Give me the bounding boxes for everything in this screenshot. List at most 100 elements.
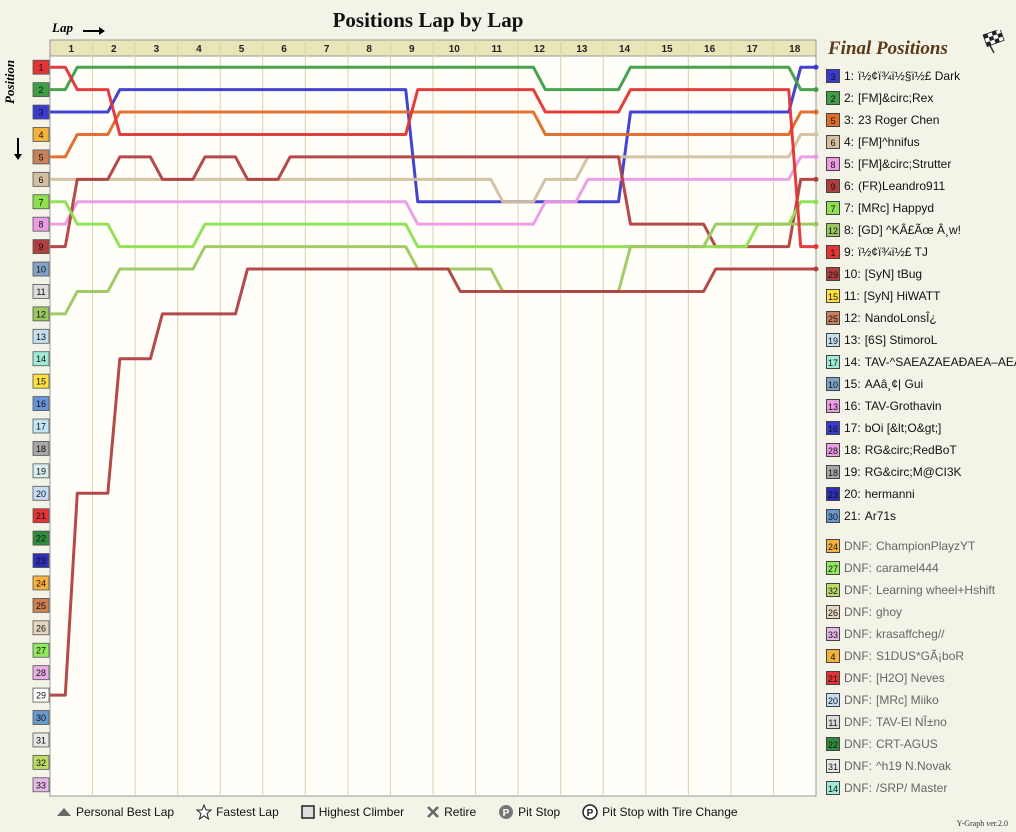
start-position-badge: 31 (826, 759, 840, 773)
position-badge (32, 665, 50, 681)
series-end-point (813, 244, 819, 250)
position-tick-label: 9 (38, 242, 43, 252)
position-badge (32, 732, 50, 748)
final-driver-name: ï½¢ï¾ï½§ï½£ Dark (858, 69, 961, 83)
position-badge (32, 328, 50, 344)
series-line (50, 155, 816, 249)
pit-stop-icon: P (499, 805, 514, 819)
position-badge (32, 149, 50, 165)
position-tick-label: 21 (36, 511, 46, 521)
start-position-badge: 11 (826, 715, 840, 729)
position-badge (32, 575, 50, 591)
start-position-badge: 3 (826, 69, 840, 83)
lap-tick-label: 6 (281, 44, 287, 55)
start-position-badge: 17 (826, 355, 840, 369)
position-tick-label: 31 (36, 735, 46, 745)
legend-climber-label: Highest Climber (318, 805, 405, 819)
start-position-badge: 26 (826, 605, 840, 619)
final-position-row: 18 19: RG&circ;M@CI3K (826, 463, 962, 481)
final-position-row: 3 1: ï½¢ï¾ï½§ï½£ Dark (826, 67, 960, 85)
series-end-point (813, 154, 819, 160)
lap-tick-label: 4 (196, 44, 202, 55)
position-badge (32, 418, 50, 434)
dnf-label: DNF: (844, 671, 872, 685)
final-position-row: 13 16: TAV-Grothavin (826, 397, 942, 415)
dnf-row: 33 DNF: krasaffcheg// (826, 625, 944, 643)
position-tick-label: 12 (36, 309, 46, 319)
final-position-row: 30 21: Ar71s (826, 507, 896, 525)
dnf-driver-name: Learning wheel+Hshift (876, 583, 996, 597)
start-position-badge: 12 (826, 223, 840, 237)
series-end-point (813, 266, 819, 272)
series-line (50, 110, 816, 159)
position-badge (32, 441, 50, 456)
final-driver-name: (FR)Leandro911 (858, 179, 946, 193)
position-tick-label: 5 (38, 152, 43, 162)
dnf-driver-name: TAV-El NÎ±no (876, 715, 947, 729)
final-driver-name: RG&circ;RedBoT (864, 443, 957, 457)
final-position-number: 2: (844, 91, 855, 105)
dnf-label: DNF: (844, 715, 872, 729)
position-badge (32, 82, 50, 98)
start-position-badge: 23 (826, 487, 840, 501)
final-position-number: 11: (844, 289, 860, 303)
position-tick-label: 16 (36, 399, 46, 409)
start-position-badge: 10 (826, 377, 840, 391)
final-position-row: 1 9: ï½¢ï¾ï½£ TJ (826, 243, 928, 261)
lap-tick-label: 15 (661, 44, 673, 55)
lap-tick-label: 16 (704, 44, 716, 55)
final-position-number: 12: (844, 311, 861, 325)
series-line (50, 267, 816, 697)
dnf-label: DNF: (844, 737, 872, 751)
final-position-row: 17 14:TAV-^SAEAZAEAÐAEA–AEA‰ (826, 353, 1016, 371)
final-position-number: 14: (844, 355, 861, 369)
x-axis-label: Lap (52, 20, 73, 35)
dnf-label: DNF: (844, 583, 872, 597)
dnf-row: 32 DNF: Learning wheel+Hshift (826, 581, 995, 599)
position-badge (32, 463, 50, 479)
start-position-badge: 1 (826, 245, 840, 259)
start-position-badge: 4 (826, 649, 840, 663)
position-badge (32, 687, 50, 703)
final-driver-name: ï½¢ï¾ï½£ TJ (858, 245, 928, 259)
series-end-point (813, 87, 819, 93)
final-position-row: 8 5: [FM]&circ;Strutter (826, 155, 951, 173)
final-position-row: 6 4: [FM]^hnifus (826, 133, 920, 151)
position-tick-label: 24 (36, 578, 46, 588)
final-position-number: 4: (844, 135, 855, 149)
position-badge (32, 508, 50, 524)
lap-tick-label: 13 (576, 44, 588, 55)
final-position-number: 7: (844, 201, 855, 215)
position-badge (32, 754, 50, 770)
position-tick-label: 18 (36, 444, 46, 454)
dnf-driver-name: /SRP/ Master (876, 781, 948, 795)
dnf-row: 14 DNF: /SRP/ Master (826, 779, 947, 797)
position-tick-label: 29 (36, 691, 46, 701)
legend-pit-label: Pit Stop (518, 805, 561, 819)
start-position-badge: 33 (826, 627, 840, 641)
final-driver-name: RG&circ;M@CI3K (864, 465, 962, 479)
pit-stop-glyph: P (503, 808, 510, 819)
star-icon (196, 804, 213, 820)
start-position-badge: 22 (826, 737, 840, 751)
lap-tick-label: 18 (789, 44, 801, 55)
final-driver-name: Ar71s (864, 509, 897, 523)
position-badge (32, 239, 50, 255)
start-position-badge: 25 (826, 311, 840, 325)
final-driver-name: AAâ¸¢| Gui (864, 377, 924, 391)
dnf-driver-name: caramel444 (876, 561, 939, 575)
series-end-point (813, 199, 819, 205)
position-tick-label: 22 (36, 534, 46, 544)
dnf-driver-name: ghoy (876, 605, 903, 619)
legend-personal-best-label: Personal Best Lap (76, 805, 175, 819)
start-position-badge: 32 (826, 583, 840, 597)
dnf-driver-name: krasaffcheg// (876, 627, 945, 641)
final-driver-name: [GD] ^KÂ£Ãœ Â¸w! (858, 223, 961, 237)
lap-tick-label: 12 (534, 44, 546, 55)
position-tick-label: 6 (38, 175, 43, 185)
lap-tick-label: 11 (492, 44, 503, 55)
position-badge (32, 620, 50, 636)
start-position-badge: 30 (826, 509, 840, 523)
position-tick-label: 8 (38, 220, 43, 230)
triangle-icon (57, 808, 71, 816)
